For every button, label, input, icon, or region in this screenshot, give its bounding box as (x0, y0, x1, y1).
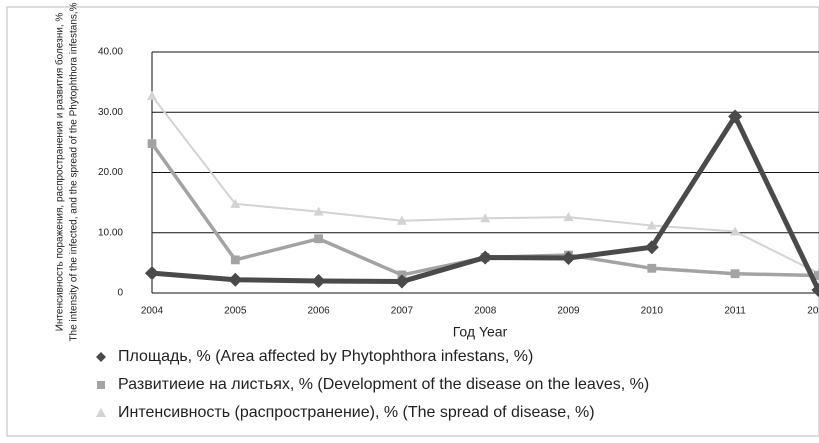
y-axis-title: Интенсивность поражения, распространения… (54, 13, 66, 332)
y-tick-label: 30.00 (98, 107, 123, 118)
point (147, 90, 157, 100)
legend-label: Интенсивность (распространение), % (The … (118, 404, 595, 421)
x-tick-label: 2011 (724, 306, 746, 317)
legend-label: Развитиеие на листьях, % (Development of… (118, 376, 649, 393)
legend-marker (96, 408, 106, 417)
y-tick-label: 10.00 (98, 227, 123, 238)
point (646, 220, 657, 230)
point (314, 234, 323, 244)
x-tick-label: 2012 (807, 306, 819, 317)
y-axis-title: The intensity of the infected, and the s… (69, 2, 80, 341)
point (230, 255, 240, 265)
point (230, 198, 241, 208)
point (730, 269, 740, 279)
x-tick-label: 2010 (641, 306, 664, 317)
x-axis-title: Год Year (453, 324, 508, 340)
y-tick-label: 40.00 (98, 47, 123, 58)
point (563, 212, 574, 222)
legend-marker (97, 381, 105, 389)
point (394, 274, 409, 289)
x-tick-label: 2006 (307, 306, 330, 317)
point (814, 271, 819, 280)
x-tick-label: 2005 (224, 306, 247, 317)
y-tick-label: 20.00 (98, 167, 123, 178)
legend-label: Площадь, % (Area affected by Phytophthor… (118, 348, 533, 365)
y-tick-label: 0 (117, 288, 123, 299)
x-tick-label: 2004 (141, 306, 164, 317)
point (228, 272, 243, 287)
point (311, 273, 326, 288)
point (730, 226, 741, 236)
point (145, 266, 159, 281)
x-tick-label: 2008 (474, 306, 497, 317)
x-tick-label: 2007 (391, 306, 414, 317)
frame (6, 6, 819, 437)
point (561, 251, 576, 266)
legend-marker (96, 352, 106, 362)
point (147, 139, 157, 148)
point (480, 213, 491, 223)
x-tick-label: 2009 (557, 306, 580, 317)
point (811, 282, 819, 297)
point (478, 250, 493, 265)
point (647, 263, 657, 273)
point (313, 206, 324, 216)
point (728, 109, 743, 124)
point (396, 215, 407, 225)
point (644, 240, 659, 255)
